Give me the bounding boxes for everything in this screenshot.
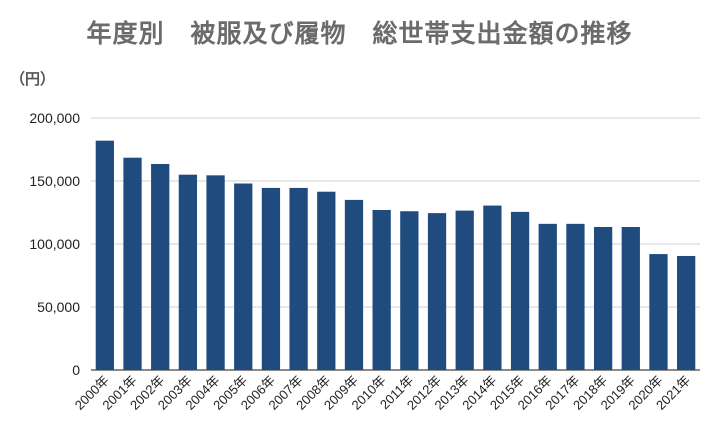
bar — [289, 187, 308, 370]
y-tick-label: 150,000 — [29, 173, 80, 189]
bar — [261, 187, 281, 370]
y-axis-unit-label: （円） — [10, 70, 56, 88]
y-tick-label: 0 — [72, 362, 80, 378]
y-tick-label: 200,000 — [29, 110, 80, 126]
bar — [123, 157, 142, 370]
bar — [483, 205, 502, 370]
bar — [538, 223, 557, 370]
bar — [234, 183, 253, 370]
bar — [593, 226, 613, 370]
bar — [178, 174, 198, 370]
bar — [372, 209, 391, 370]
x-axis-ticks: 2000年2001年2002年2003年2004年2005年2006年2007年… — [72, 373, 694, 413]
bar — [151, 163, 170, 370]
bar — [510, 211, 530, 370]
bar — [95, 140, 114, 370]
bar — [317, 191, 336, 370]
y-tick-label: 100,000 — [29, 236, 80, 252]
bar — [427, 213, 447, 370]
chart-title: 年度別 被服及び履物 総世帯支出金額の推移 — [86, 19, 633, 48]
bar — [621, 226, 640, 370]
y-tick-label: 50,000 — [37, 299, 80, 315]
bars — [95, 140, 696, 370]
bar — [649, 254, 668, 370]
bar — [344, 199, 364, 370]
bar — [455, 210, 474, 370]
bar — [677, 255, 696, 370]
bar — [206, 175, 225, 370]
bar — [400, 211, 419, 370]
y-axis-ticks: 0 50,000 100,000 150,000 200,000 — [29, 110, 80, 378]
bar — [566, 223, 585, 370]
